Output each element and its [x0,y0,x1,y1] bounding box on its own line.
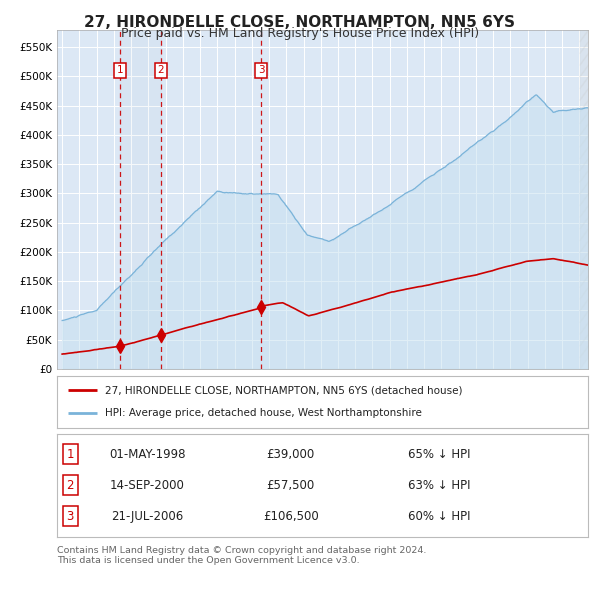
Text: 3: 3 [258,65,265,76]
Text: 2: 2 [157,65,164,76]
Text: 27, HIRONDELLE CLOSE, NORTHAMPTON, NN5 6YS (detached house): 27, HIRONDELLE CLOSE, NORTHAMPTON, NN5 6… [105,385,462,395]
Text: £39,000: £39,000 [266,448,315,461]
Text: £57,500: £57,500 [266,478,315,492]
Text: HPI: Average price, detached house, West Northamptonshire: HPI: Average price, detached house, West… [105,408,422,418]
Text: 2: 2 [67,478,74,492]
Text: 14-SEP-2000: 14-SEP-2000 [110,478,185,492]
Bar [120,30,161,369]
Text: 1: 1 [117,65,124,76]
Text: 65% ↓ HPI: 65% ↓ HPI [408,448,470,461]
Text: 3: 3 [67,510,74,523]
Text: Price paid vs. HM Land Registry's House Price Index (HPI): Price paid vs. HM Land Registry's House … [121,27,479,40]
Text: 60% ↓ HPI: 60% ↓ HPI [408,510,470,523]
Text: 01-MAY-1998: 01-MAY-1998 [109,448,185,461]
Text: 21-JUL-2006: 21-JUL-2006 [111,510,184,523]
Text: 1: 1 [67,448,74,461]
Text: Contains HM Land Registry data © Crown copyright and database right 2024.
This d: Contains HM Land Registry data © Crown c… [57,546,427,565]
Text: £106,500: £106,500 [263,510,319,523]
Text: 27, HIRONDELLE CLOSE, NORTHAMPTON, NN5 6YS: 27, HIRONDELLE CLOSE, NORTHAMPTON, NN5 6… [85,15,515,30]
Text: 63% ↓ HPI: 63% ↓ HPI [408,478,470,492]
